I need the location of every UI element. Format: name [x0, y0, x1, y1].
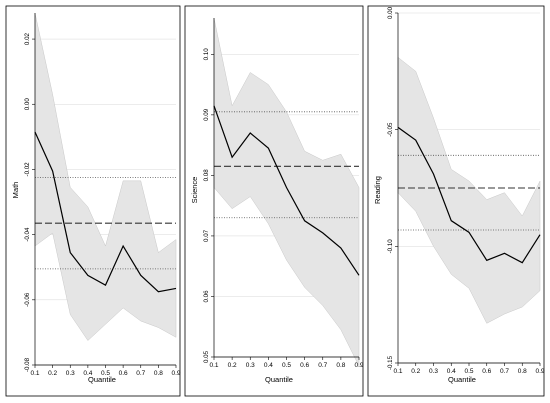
reading-y-tick-label-1: -0.05 — [387, 122, 394, 137]
panel-math-ylabel: Math — [11, 182, 20, 199]
panel-math-xlabel: Quantile — [88, 375, 116, 384]
science-x-tick-label-8: 0.9 — [354, 362, 363, 369]
science-x-tick-label-6: 0.7 — [318, 362, 327, 369]
reading-x-tick-label-4: 0.5 — [464, 368, 473, 375]
math-x-tick-label-5: 0.6 — [119, 370, 128, 377]
math-y-tick-label-5: -0.08 — [24, 357, 31, 372]
reading-x-tick-label-8: 0.9 — [535, 368, 544, 375]
panel-reading-plot: 0.00 -0.05 -0.10 -0.150.1 0.2 0.3 0.4 0.5 0.6 0.7… — [387, 6, 545, 375]
math-y-tick-label-4: -0.06 — [24, 292, 31, 307]
reading-x-tick-label-6: 0.7 — [500, 368, 509, 375]
panel-science-xlabel: Quantile — [265, 375, 293, 384]
science-x-tick-label-1: 0.2 — [228, 362, 237, 369]
science-x-tick-label-7: 0.8 — [336, 362, 345, 369]
science-y-tick-label-5: 0.05 — [203, 350, 210, 363]
panel-reading-ylabel: Reading — [373, 176, 382, 204]
reading-x-tick-label-5: 0.6 — [482, 368, 491, 375]
math-x-tick-label-7: 0.8 — [154, 370, 163, 377]
reading-x-tick-label-0: 0.1 — [393, 368, 402, 375]
math-y-tick-label-2: -0.02 — [24, 162, 31, 177]
panel-science-plot: 0.10 0.09 0.08 0.07 0.06 0.050.1 0.2 0.3 0.4 0.5 0… — [203, 17, 364, 369]
panel-math-frame — [5, 5, 181, 397]
reading-x-tick-label-7: 0.8 — [518, 368, 527, 375]
math-x-tick-label-6: 0.7 — [136, 370, 145, 377]
reading-y-tick-label-0: 0.00 — [387, 6, 394, 19]
science-y-tick-label-4: 0.06 — [203, 290, 210, 303]
science-x-tick-label-5: 0.6 — [300, 362, 309, 369]
science-x-tick-label-0: 0.1 — [209, 362, 218, 369]
math-estimate-line — [34, 131, 177, 293]
reading-y-tick-label-2: -0.10 — [387, 239, 394, 254]
science-y-tick-label-2: 0.08 — [203, 169, 210, 182]
science-x-tick-label-4: 0.5 — [282, 362, 291, 369]
science-y-tick-label-0: 0.10 — [203, 48, 210, 61]
math-x-tick-label-4: 0.5 — [101, 370, 110, 377]
panel-reading: 0.00 -0.05 -0.10 -0.150.1 0.2 0.3 0.4 0.5 0.6 0.7… — [367, 5, 545, 397]
panel-reading-xlabel: Quantile — [448, 375, 476, 384]
math-x-tick-label-0: 0.1 — [30, 370, 39, 377]
science-y-tick-label-1: 0.09 — [203, 108, 210, 121]
math-x-tick-label-1: 0.2 — [48, 370, 57, 377]
math-x-tick-label-2: 0.3 — [66, 370, 75, 377]
math-y-tick-label-1: 0.00 — [24, 98, 31, 111]
panel-science-ylabel: Science — [190, 177, 199, 204]
reading-confidence-band — [397, 56, 541, 324]
science-confidence-band — [213, 17, 360, 367]
science-x-tick-label-2: 0.3 — [246, 362, 255, 369]
panel-math-plot: 0.02 0.00 -0.02 -0.04 -0.06 -0.080.1 0.2 0.3 0.4… — [24, 12, 181, 377]
reading-estimate-line — [397, 126, 541, 264]
math-y-tick-label-3: -0.04 — [24, 227, 31, 242]
panel-science: 0.10 0.09 0.08 0.07 0.06 0.050.1 0.2 0.3 0.4 0.5 0… — [184, 5, 364, 397]
panel-math: 0.02 0.00 -0.02 -0.04 -0.06 -0.080.1 0.2 0.3 0.4… — [5, 5, 181, 397]
math-x-tick-label-8: 0.9 — [171, 370, 180, 377]
math-confidence-band — [34, 12, 177, 341]
math-y-tick-label-0: 0.02 — [24, 32, 31, 45]
reading-x-tick-label-3: 0.4 — [447, 368, 456, 375]
reading-y-tick-label-3: -0.15 — [387, 355, 394, 370]
reading-x-tick-label-2: 0.3 — [429, 368, 438, 375]
reading-x-tick-label-1: 0.2 — [411, 368, 420, 375]
math-x-tick-label-3: 0.4 — [83, 370, 92, 377]
science-estimate-line — [213, 105, 360, 276]
science-x-tick-label-3: 0.4 — [264, 362, 273, 369]
science-y-tick-label-3: 0.07 — [203, 229, 210, 242]
